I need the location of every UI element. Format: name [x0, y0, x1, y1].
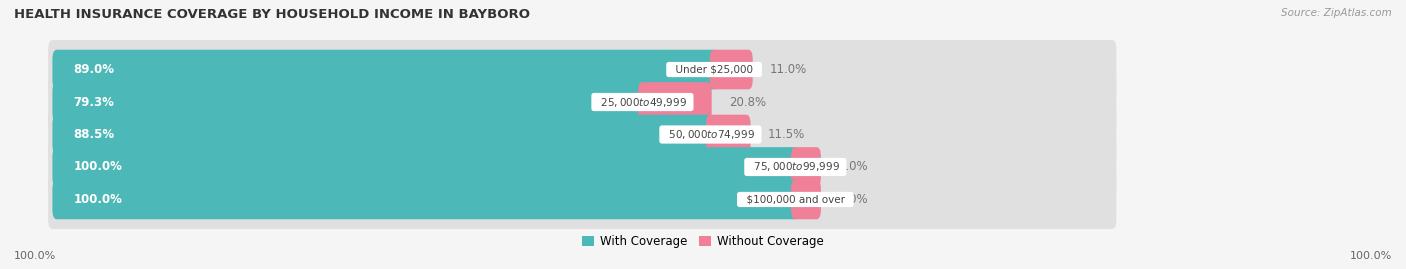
FancyBboxPatch shape [706, 115, 751, 154]
FancyBboxPatch shape [52, 50, 718, 89]
Text: Source: ZipAtlas.com: Source: ZipAtlas.com [1281, 8, 1392, 18]
FancyBboxPatch shape [52, 82, 647, 122]
Text: $25,000 to $49,999: $25,000 to $49,999 [593, 95, 690, 108]
Text: 88.5%: 88.5% [73, 128, 115, 141]
Text: $75,000 to $99,999: $75,000 to $99,999 [747, 161, 844, 174]
Text: $50,000 to $74,999: $50,000 to $74,999 [662, 128, 759, 141]
Text: Under $25,000: Under $25,000 [669, 65, 759, 75]
Text: 89.0%: 89.0% [73, 63, 115, 76]
FancyBboxPatch shape [792, 147, 821, 187]
FancyBboxPatch shape [48, 40, 1116, 99]
Text: $100,000 and over: $100,000 and over [740, 194, 851, 204]
FancyBboxPatch shape [48, 105, 1116, 164]
Text: 100.0%: 100.0% [1350, 251, 1392, 261]
Text: 100.0%: 100.0% [14, 251, 56, 261]
Legend: With Coverage, Without Coverage: With Coverage, Without Coverage [578, 230, 828, 253]
Text: 11.0%: 11.0% [769, 63, 807, 76]
FancyBboxPatch shape [710, 50, 752, 89]
Text: HEALTH INSURANCE COVERAGE BY HOUSEHOLD INCOME IN BAYBORO: HEALTH INSURANCE COVERAGE BY HOUSEHOLD I… [14, 8, 530, 21]
Text: 11.5%: 11.5% [768, 128, 804, 141]
FancyBboxPatch shape [792, 180, 821, 219]
FancyBboxPatch shape [48, 137, 1116, 197]
FancyBboxPatch shape [48, 170, 1116, 229]
Text: 79.3%: 79.3% [73, 95, 115, 108]
Text: 0.0%: 0.0% [838, 193, 868, 206]
Text: 20.8%: 20.8% [728, 95, 766, 108]
Text: 100.0%: 100.0% [73, 193, 122, 206]
FancyBboxPatch shape [52, 180, 800, 219]
FancyBboxPatch shape [52, 115, 714, 154]
FancyBboxPatch shape [52, 147, 800, 187]
FancyBboxPatch shape [48, 72, 1116, 132]
FancyBboxPatch shape [638, 82, 711, 122]
Text: 0.0%: 0.0% [838, 161, 868, 174]
Text: 100.0%: 100.0% [73, 161, 122, 174]
